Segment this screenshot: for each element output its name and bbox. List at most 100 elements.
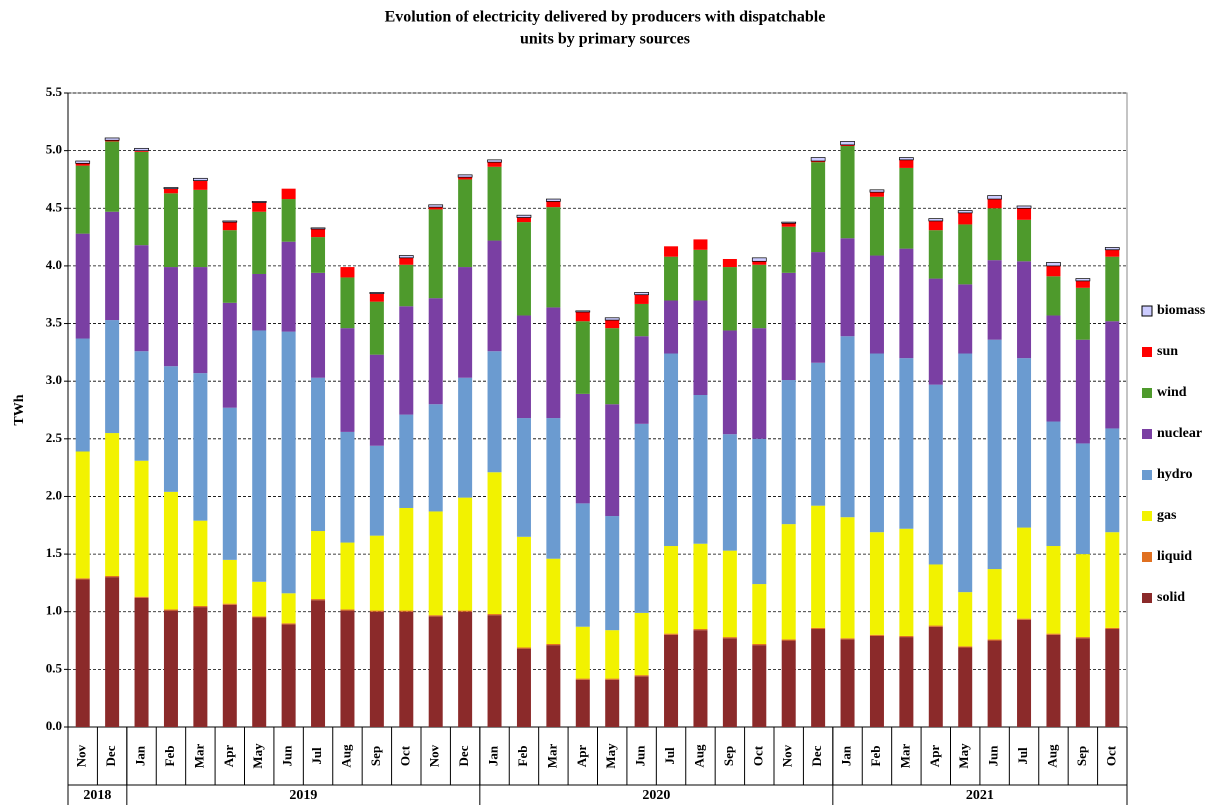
bar-segment [1017, 208, 1032, 220]
x-tick-label: Oct [1103, 745, 1118, 766]
bar-segment [752, 328, 767, 439]
bar-segment [1105, 249, 1120, 257]
bar-segment [899, 635, 914, 638]
bar-segment [840, 336, 855, 518]
legend-swatch [1142, 347, 1152, 357]
bar-segment [869, 189, 885, 193]
bar-segment [899, 637, 914, 727]
x-tick-label: Mar [897, 744, 912, 769]
bar-segment [193, 373, 208, 521]
bar-segment [958, 646, 973, 648]
bar-segment [487, 614, 502, 616]
bar-segment [781, 380, 796, 525]
bar-segment [458, 177, 473, 180]
bar-segment [487, 615, 502, 727]
bar-segment [811, 252, 826, 363]
bar-segment [428, 615, 443, 617]
bar-segment [105, 211, 120, 321]
bar-segment [134, 460, 149, 597]
bar-segment [134, 351, 149, 461]
bar-segment [899, 248, 914, 359]
bar-segment [222, 603, 237, 605]
bar-segment [811, 505, 826, 628]
bar-segment [105, 433, 120, 576]
bar-segment [1105, 532, 1120, 628]
bar-segment [928, 626, 943, 727]
bar-segment [340, 610, 355, 727]
bar-segment [575, 312, 590, 322]
y-tick-label: 1.5 [46, 545, 63, 560]
x-tick-label: Feb [515, 746, 530, 767]
x-tick-label: Apr [927, 745, 942, 768]
bar-segment [634, 612, 649, 676]
bar-segment [546, 558, 561, 645]
bar-segment [281, 241, 296, 332]
bar-segment [928, 218, 944, 222]
bar-segment [899, 167, 914, 249]
bar-segment [487, 159, 502, 163]
bar-segment [134, 596, 149, 598]
x-tick-label: Sep [721, 746, 736, 766]
bar-segment [398, 255, 414, 259]
bar-segment [664, 633, 679, 635]
bar-segment [458, 377, 473, 498]
legend-swatch [1142, 593, 1152, 603]
bar-segment [811, 627, 826, 630]
x-tick-label: Jun [986, 745, 1001, 767]
bar-segment [752, 584, 767, 645]
bar-segment [1016, 205, 1032, 209]
legend-label: liquid [1157, 549, 1192, 564]
bar-segment [722, 267, 737, 331]
y-tick-label: 0.0 [46, 718, 62, 733]
group-label: 2021 [966, 788, 994, 803]
bar-segment [752, 438, 767, 585]
bar-segment [340, 431, 355, 543]
bar-segment [340, 609, 355, 611]
legend-swatch [1142, 429, 1152, 439]
bar-segment [810, 157, 826, 162]
bar-segment [340, 542, 355, 610]
bar-segment [1105, 256, 1120, 322]
bar-segment [722, 434, 737, 551]
x-tick-label: Dec [456, 745, 471, 766]
bar-segment [605, 516, 620, 631]
bar-segment [664, 353, 679, 547]
bar-segment [458, 497, 473, 611]
bar-segment [458, 267, 473, 378]
bar-segment [134, 150, 149, 152]
y-tick-label: 4.0 [46, 257, 62, 272]
bar-segment [311, 237, 326, 273]
y-tick-label: 5.5 [46, 84, 63, 99]
bar-segment [634, 294, 649, 304]
bar-segment [928, 220, 943, 231]
bar-segment [75, 233, 90, 339]
bar-segment [987, 640, 1002, 727]
chart-title: Evolution of electricity delivered by pr… [385, 9, 826, 26]
bar-segment [369, 611, 384, 727]
bar-segment [575, 626, 590, 679]
bar-segment [516, 222, 531, 316]
bar-segment [399, 610, 414, 612]
bar-segment [311, 272, 326, 378]
bar-segment [516, 315, 531, 419]
bar-segment [958, 647, 973, 727]
legend-swatch [1141, 305, 1153, 317]
x-tick-label: Mar [544, 744, 559, 769]
bar-segment [693, 249, 708, 301]
bar-segment [1075, 554, 1090, 638]
bar-segment [840, 638, 855, 640]
bar-segment [1075, 339, 1090, 444]
bar-segment [252, 330, 267, 582]
bar-segment [134, 147, 149, 151]
bar-segment [75, 338, 90, 452]
bar-segment [546, 644, 561, 646]
bar-segment [1046, 546, 1061, 634]
bar-segment [1046, 265, 1061, 277]
bar-segment [399, 264, 414, 307]
bar-segment [222, 604, 237, 727]
bar-segment [781, 223, 796, 227]
bar-segment [281, 624, 296, 727]
bar-segment [781, 272, 796, 381]
bar-segment [811, 629, 826, 727]
